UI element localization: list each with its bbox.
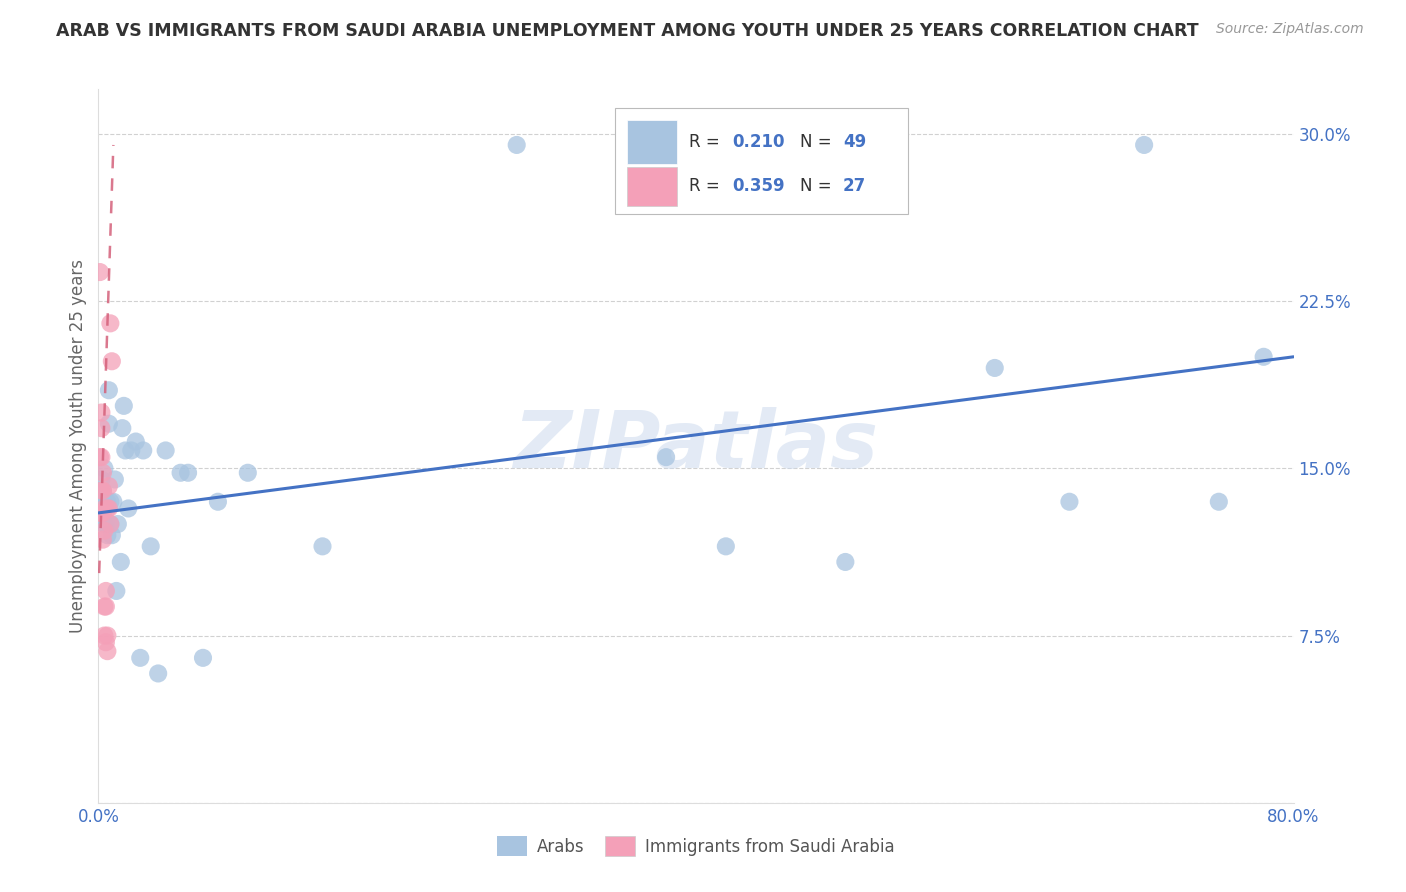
Point (91, 483, 114, 498)
Text: R =: R = (689, 133, 725, 151)
Point (101, 528, 124, 542)
Point (93, 501, 115, 516)
Point (1208, 494, 1230, 508)
Text: 27: 27 (844, 177, 866, 194)
Legend: Arabs, Immigrants from Saudi Arabia: Arabs, Immigrants from Saudi Arabia (491, 830, 901, 863)
Point (89, 506, 111, 520)
Point (112, 399, 135, 413)
Point (98, 316, 122, 330)
Point (96, 528, 118, 542)
Point (90, 483, 112, 498)
Point (655, 450, 678, 464)
FancyBboxPatch shape (614, 109, 907, 214)
Point (93, 461, 115, 475)
Point (111, 421, 134, 435)
Point (148, 666, 170, 681)
Point (97, 479, 120, 493)
Point (506, 137, 529, 152)
Point (984, 360, 1007, 375)
Point (191, 651, 214, 665)
Point (311, 539, 333, 553)
Point (94, 599, 117, 614)
Point (98, 516, 122, 531)
Point (155, 443, 177, 458)
FancyBboxPatch shape (627, 120, 676, 164)
Text: ZIPatlas: ZIPatlas (513, 407, 879, 485)
Point (104, 473, 127, 487)
Point (169, 466, 191, 480)
Point (714, 539, 737, 553)
Point (93, 628, 115, 642)
Point (96, 644, 118, 658)
Point (90, 450, 112, 464)
Point (90, 405, 112, 419)
Point (91, 533, 114, 547)
Point (91, 483, 114, 498)
Point (94, 516, 117, 531)
Point (91, 466, 114, 480)
Text: N =: N = (800, 133, 837, 151)
Point (139, 539, 162, 553)
Point (117, 501, 139, 516)
Point (236, 466, 259, 480)
Point (89, 265, 111, 279)
Text: Source: ZipAtlas.com: Source: ZipAtlas.com (1216, 22, 1364, 37)
Point (89, 483, 111, 498)
Point (97, 501, 120, 516)
Point (93, 494, 115, 508)
Point (94, 494, 117, 508)
Text: 0.359: 0.359 (733, 177, 785, 194)
Point (125, 434, 148, 449)
Point (120, 443, 142, 458)
Point (107, 516, 129, 531)
Point (90, 421, 112, 435)
Point (98, 494, 122, 508)
Point (132, 443, 155, 458)
Point (91, 506, 114, 520)
Point (90, 506, 112, 520)
Point (1133, 137, 1156, 152)
Point (97, 384, 120, 398)
Point (91, 506, 114, 520)
Point (93, 599, 115, 614)
Text: N =: N = (800, 177, 837, 194)
Text: 49: 49 (844, 133, 866, 151)
Text: 0.210: 0.210 (733, 133, 785, 151)
FancyBboxPatch shape (627, 167, 676, 205)
Point (1253, 350, 1275, 364)
Point (834, 555, 856, 569)
Point (177, 466, 200, 480)
Point (97, 417, 120, 431)
Point (93, 516, 115, 531)
Point (93, 524, 115, 538)
Y-axis label: Unemployment Among Youth under 25 years: Unemployment Among Youth under 25 years (69, 259, 87, 633)
Point (110, 555, 132, 569)
Text: ARAB VS IMMIGRANTS FROM SAUDI ARABIA UNEMPLOYMENT AMONG YOUTH UNDER 25 YEARS COR: ARAB VS IMMIGRANTS FROM SAUDI ARABIA UNE… (56, 22, 1199, 40)
Point (96, 494, 118, 508)
Point (90, 506, 112, 520)
Point (89, 506, 111, 520)
Point (89, 450, 111, 464)
Text: R =: R = (689, 177, 725, 194)
Point (94, 635, 117, 649)
Point (207, 494, 229, 508)
Point (90, 473, 112, 487)
Point (94, 583, 117, 598)
Point (105, 583, 128, 598)
Point (1059, 494, 1081, 508)
Point (96, 501, 118, 516)
Point (96, 628, 118, 642)
Point (129, 651, 152, 665)
Point (103, 494, 125, 508)
Point (114, 443, 136, 458)
Point (98, 516, 122, 531)
Point (101, 354, 124, 368)
